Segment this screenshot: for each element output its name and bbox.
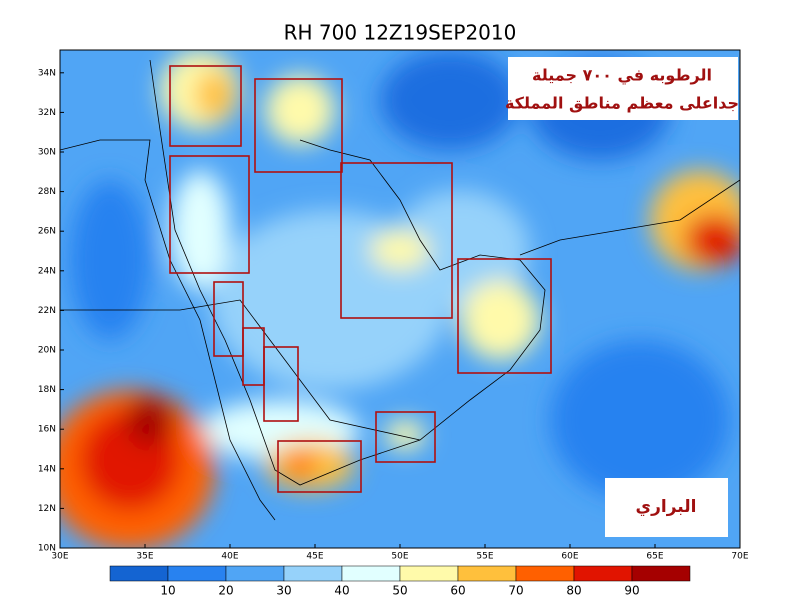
colorbar-swatch: [167, 565, 227, 582]
colorbar-label: 30: [276, 584, 291, 598]
lon-label: 70E: [731, 552, 748, 562]
colorbar-label: 10: [160, 584, 175, 598]
lat-label: 10N: [38, 544, 56, 554]
colorbar-label: 90: [624, 584, 639, 598]
colorbar-label: 60: [450, 584, 465, 598]
axes: 10N 12N 14N 16N 18N 20N 22N 24N 26N 28N 30N 32N 34N 3…: [38, 68, 749, 561]
lat-label: 30N: [38, 148, 56, 158]
lon-label: 65E: [646, 552, 663, 562]
region-label: البراري: [636, 497, 697, 517]
lat-label: 22N: [38, 306, 56, 316]
colorbar-label: 70: [508, 584, 523, 598]
colorbar-swatch: [457, 565, 517, 582]
colorbar-swatch: [631, 565, 691, 582]
lat-label: 12N: [38, 504, 56, 514]
note-line: جداعلى معظم مناطق المملكة: [505, 94, 739, 113]
colorbar-label: 50: [392, 584, 407, 598]
lat-label: 20N: [38, 346, 56, 356]
colorbar-swatch: [283, 565, 343, 582]
colorbar-swatch: [515, 565, 575, 582]
title: RH 700 12Z19SEP2010: [284, 21, 517, 45]
note-box: [508, 57, 738, 120]
colorbar-label: 80: [566, 584, 581, 598]
lon-label: 60E: [561, 552, 578, 562]
lat-label: 18N: [38, 385, 56, 395]
lat-label: 26N: [38, 227, 56, 237]
lon-label: 55E: [476, 552, 493, 562]
colorbar-label: 20: [218, 584, 233, 598]
lat-label: 32N: [38, 108, 56, 118]
colorbar-swatch: [399, 565, 459, 582]
lat-label: 16N: [38, 425, 56, 435]
region-label-box: [605, 478, 728, 537]
colorbar-label: 40: [334, 584, 349, 598]
colorbar-swatch: [573, 565, 633, 582]
note-line: الرطوبه في ٧٠٠ جميلة: [532, 66, 712, 86]
lat-label: 28N: [38, 187, 56, 197]
lon-label: 40E: [221, 552, 238, 562]
colorbar: 10 20 30 40 50 60 70 80 90: [109, 565, 691, 598]
colorbar-swatch: [225, 565, 285, 582]
colorbar-swatch: [341, 565, 401, 582]
lon-label: 45E: [306, 552, 323, 562]
region-boxes: [169, 65, 552, 493]
lon-label: 50E: [391, 552, 408, 562]
lat-label: 34N: [38, 68, 56, 78]
lon-label: 30E: [51, 552, 68, 562]
colorbar-swatch: [109, 565, 169, 582]
lat-label: 24N: [38, 266, 56, 276]
lat-label: 14N: [38, 464, 56, 474]
rh-field: [60, 50, 740, 548]
lon-label: 35E: [136, 552, 153, 562]
